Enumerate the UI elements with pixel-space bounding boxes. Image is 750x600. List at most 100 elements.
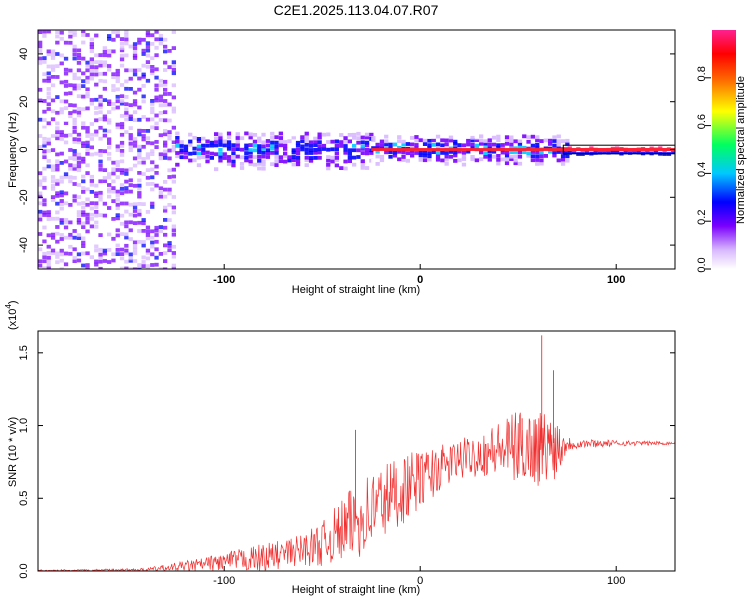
spectrogram-cell — [76, 220, 82, 225]
spectrogram-cell — [132, 140, 138, 144]
spectrogram-cell — [543, 138, 548, 143]
spectrogram-cell — [115, 125, 120, 130]
spectrogram-cell — [63, 121, 69, 125]
spectrogram-cell — [81, 125, 86, 130]
spectrogram-cell — [163, 208, 168, 213]
spectrogram-cell — [163, 156, 168, 160]
spectrogram-cell — [55, 133, 60, 138]
spectrogram-cell — [192, 167, 197, 172]
spectrogram-cell — [201, 155, 206, 160]
spectrogram-cell — [461, 143, 467, 148]
spectrogram-cell — [119, 171, 125, 175]
spectrogram-cell — [517, 139, 523, 143]
spectrogram-cell — [111, 75, 116, 79]
spectrogram-cell — [111, 37, 116, 42]
spectrogram-cell — [179, 148, 184, 153]
spectrogram-cell — [334, 147, 339, 152]
spectrogram-cell — [226, 155, 232, 159]
spectrogram-cell — [76, 252, 82, 257]
spectrogram-cell — [128, 183, 133, 187]
spectrogram-cell — [119, 94, 125, 99]
spectrogram-cell — [163, 218, 168, 222]
spectrogram-cell — [175, 131, 180, 136]
spectrogram-panel: -40 -20 0 20 40 -100 0 100 Height of straight … — [7, 29, 676, 296]
spectrogram-cell — [76, 236, 82, 240]
spectrogram-cell — [334, 156, 339, 160]
spectrogram-cell — [76, 113, 82, 118]
spectrogram-cell — [141, 243, 146, 248]
spectrogram-cell — [50, 52, 56, 57]
spectrogram-cell — [119, 132, 125, 137]
spectrogram-cell — [313, 136, 318, 141]
spectrogram-cell — [444, 157, 449, 162]
spectrogram-cell — [283, 163, 288, 167]
spectrogram-cell — [46, 141, 51, 146]
spectrogram-cell — [496, 154, 501, 158]
spectrogram-cell — [137, 263, 142, 267]
spectrogram-cell — [89, 122, 94, 126]
spectrogram-cell — [115, 94, 120, 99]
spectrogram-cell — [124, 37, 129, 42]
spectrogram-cell — [50, 164, 56, 169]
spectrogram-cell — [42, 239, 47, 244]
spectrogram-cell — [317, 144, 322, 149]
spectrogram-cell — [145, 182, 151, 186]
spectrogram-cell — [235, 143, 240, 147]
spectrogram-cell — [59, 258, 64, 263]
spectrogram-cell — [291, 155, 296, 159]
spectrogram-cell — [171, 136, 176, 141]
spectrogram-cell — [150, 125, 155, 130]
spectrogram-cell — [352, 155, 357, 160]
snr-scale-label: (x104) — [4, 300, 19, 330]
spectrogram-cell — [119, 46, 125, 50]
spectrogram-cell — [124, 110, 129, 115]
spectrogram-cell — [167, 130, 172, 134]
spectrogram-cell — [265, 133, 271, 137]
spectrogram-cell — [192, 158, 197, 163]
spectrogram-cell — [300, 139, 305, 144]
spectrogram-cell — [352, 143, 357, 148]
spectrogram-cell — [509, 150, 514, 154]
spectrogram-cell — [46, 102, 51, 107]
spectrogram-cell — [535, 138, 540, 143]
spectrogram-cell — [167, 49, 172, 53]
spectrogram-cell — [154, 121, 159, 126]
spectrogram-cell — [154, 37, 159, 42]
spectrogram-cell — [42, 151, 47, 156]
spectrogram-cell — [347, 133, 352, 137]
spectrogram-cell — [163, 79, 168, 84]
spectrogram-cell — [356, 131, 361, 136]
spectrogram-cell — [287, 155, 292, 160]
spectrogram-cell — [119, 83, 125, 87]
spectrogram-cell — [132, 102, 138, 107]
spectrogram-cell — [347, 148, 352, 153]
spectrogram-cell — [261, 144, 266, 149]
spectrogram-cell — [347, 155, 352, 160]
spectrogram-cell — [50, 49, 56, 54]
spectrogram-cell — [440, 143, 445, 148]
spectrogram-cell — [431, 142, 436, 147]
spectrogram-cell — [457, 158, 462, 163]
spectrogram-cell — [119, 225, 125, 230]
spectrogram-cell — [239, 166, 245, 170]
spectrogram-cell — [137, 212, 142, 217]
spectrogram-cell — [132, 213, 138, 218]
spectrogram-cell — [42, 30, 47, 34]
spectrogram-cell — [265, 139, 271, 143]
spectrogram-cell — [59, 175, 64, 180]
spectrogram-cell — [38, 191, 43, 196]
spectrogram-cell — [163, 118, 168, 123]
spectrogram-cell — [119, 221, 125, 226]
spectrogram-y-tick-label: 0 — [18, 146, 30, 152]
spectrogram-cell — [42, 109, 47, 114]
spectrogram-cell — [364, 166, 370, 170]
spectrogram-cell — [128, 237, 133, 241]
spectrogram-cell — [59, 233, 64, 237]
spectrogram-cell — [59, 190, 64, 195]
spectrogram-cell — [427, 157, 432, 162]
spectrogram-cell — [46, 149, 51, 153]
spectrogram-cell — [410, 158, 415, 162]
spectrogram-cell — [175, 144, 180, 148]
spectrogram-cell — [46, 79, 51, 83]
